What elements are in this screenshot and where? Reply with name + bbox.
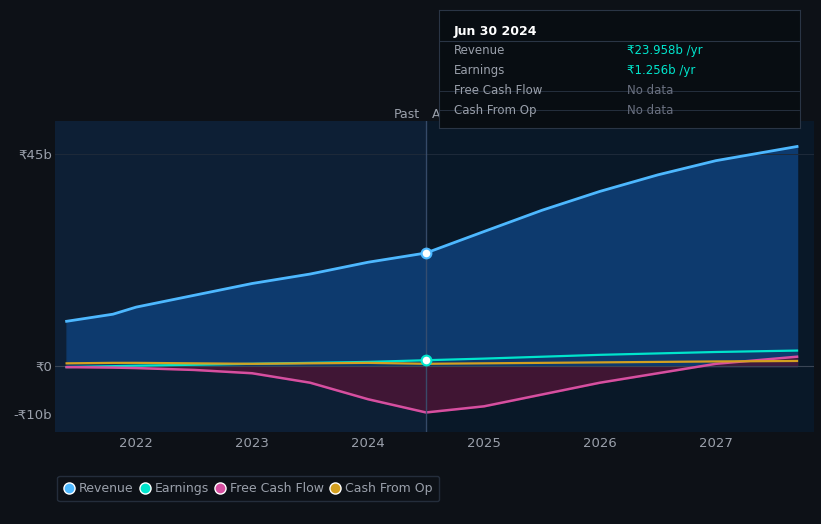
Text: No data: No data	[627, 104, 673, 117]
Text: Revenue: Revenue	[454, 44, 505, 57]
Text: Past: Past	[394, 107, 420, 121]
Text: Earnings: Earnings	[454, 64, 505, 77]
Bar	[426, 121, 814, 432]
Bar	[55, 121, 426, 432]
Text: Analysts Forecasts: Analysts Forecasts	[432, 107, 548, 121]
Text: Cash From Op: Cash From Op	[454, 104, 536, 117]
Text: Jun 30 2024: Jun 30 2024	[454, 25, 537, 38]
Text: ₹23.958b /yr: ₹23.958b /yr	[627, 44, 703, 57]
Text: No data: No data	[627, 84, 673, 97]
Text: ₹1.256b /yr: ₹1.256b /yr	[627, 64, 695, 77]
Legend: Revenue, Earnings, Free Cash Flow, Cash From Op: Revenue, Earnings, Free Cash Flow, Cash …	[57, 476, 439, 501]
Text: Free Cash Flow: Free Cash Flow	[454, 84, 542, 97]
